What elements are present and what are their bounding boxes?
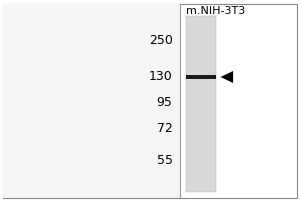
Text: 72: 72 (157, 122, 172, 136)
Text: 130: 130 (149, 71, 172, 84)
Text: 55: 55 (157, 154, 172, 166)
Bar (186, 16, 216, 192)
Bar (3, 4, 180, 198)
Text: 95: 95 (157, 97, 172, 110)
Text: 250: 250 (148, 33, 172, 46)
Polygon shape (220, 71, 233, 83)
Text: m.NIH-3T3: m.NIH-3T3 (186, 6, 246, 16)
Bar (186, 75, 216, 79)
